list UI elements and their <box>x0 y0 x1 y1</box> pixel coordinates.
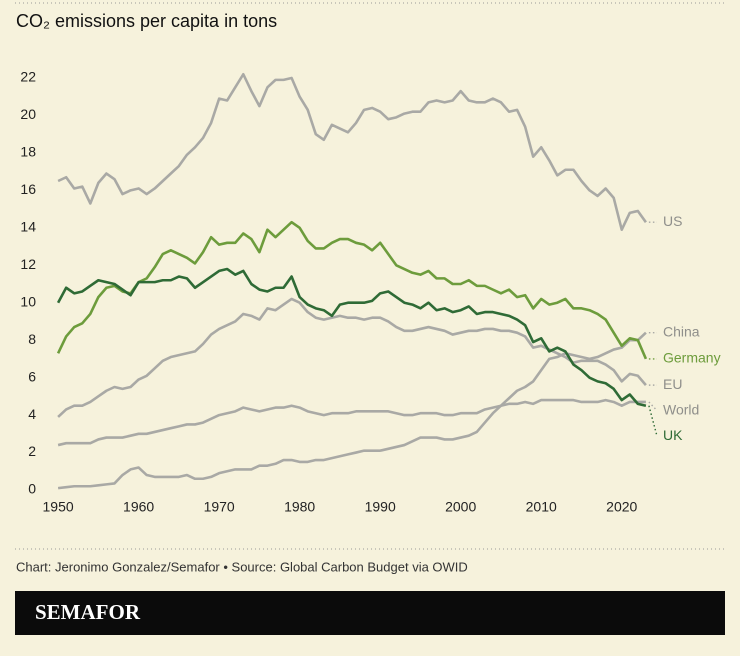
y-tick-label: 8 <box>28 331 36 347</box>
series-line <box>56 267 647 407</box>
y-tick-label: 20 <box>20 106 36 122</box>
y-tick-label: 10 <box>20 293 36 309</box>
series-label: China <box>663 323 700 339</box>
y-tick-label: 18 <box>20 144 36 160</box>
series-label: EU <box>663 376 682 392</box>
series-line <box>57 331 647 490</box>
x-tick-label: 1980 <box>284 499 315 515</box>
x-tick-label: 2010 <box>526 499 557 515</box>
brand-logo: SEMAFOR <box>35 600 141 624</box>
series-line <box>57 72 647 231</box>
x-tick-label: 2020 <box>606 499 637 515</box>
y-tick-label: 2 <box>28 443 36 459</box>
series-label: Germany <box>663 350 721 366</box>
x-tick-label: 1960 <box>123 499 154 515</box>
x-tick-label: 1950 <box>43 499 74 515</box>
x-tick-label: 1990 <box>365 499 396 515</box>
series-label: US <box>663 213 682 229</box>
series-label: World <box>663 401 699 417</box>
chart-title: CO₂ emissions per capita in tons <box>16 11 277 31</box>
y-tick-label: 12 <box>20 256 36 272</box>
y-tick-label: 4 <box>28 406 36 422</box>
y-tick-label: 0 <box>28 481 36 497</box>
footer-note: Chart: Jeronimo Gonzalez/Semafor • Sourc… <box>16 559 468 574</box>
y-tick-label: 6 <box>28 368 36 384</box>
y-tick-label: 22 <box>20 69 36 85</box>
series-label: UK <box>663 427 683 443</box>
brand-bar <box>15 591 725 635</box>
y-tick-label: 14 <box>20 219 36 235</box>
series-line <box>56 220 648 360</box>
x-tick-label: 2000 <box>445 499 476 515</box>
label-connector <box>648 405 658 437</box>
x-tick-label: 1970 <box>204 499 235 515</box>
y-tick-label: 16 <box>20 181 36 197</box>
series-line <box>57 398 646 447</box>
